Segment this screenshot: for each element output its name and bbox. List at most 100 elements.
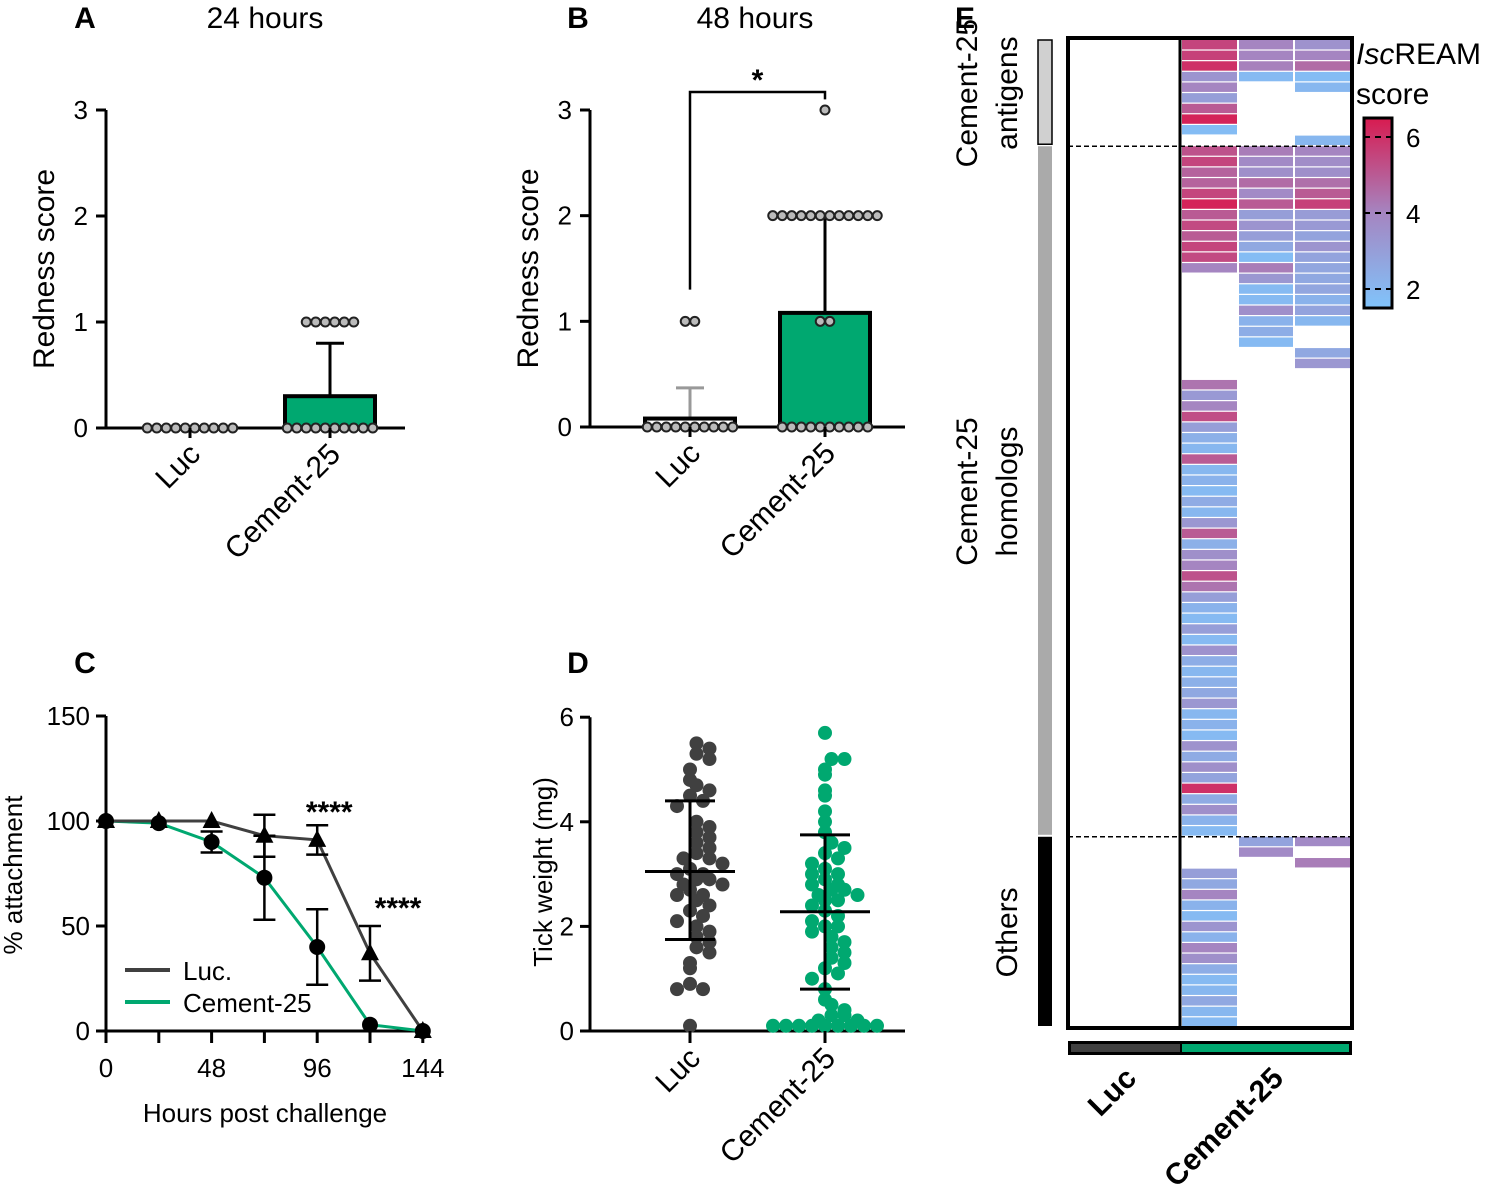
heatmap-cell	[1239, 220, 1293, 231]
data-point	[833, 210, 845, 222]
section-label: Others	[991, 887, 1024, 977]
heatmap-cell	[1182, 751, 1237, 762]
x-tick-label: Luc	[149, 438, 207, 496]
section-bar-0	[1037, 39, 1053, 145]
colorbar-title-line2: score	[1356, 78, 1429, 111]
bar-Cement-25	[778, 310, 872, 430]
data-point	[776, 421, 788, 433]
heatmap-cell	[1182, 603, 1237, 613]
data-point	[824, 210, 836, 222]
data-point	[702, 741, 717, 756]
x-tick-label: Cement-25	[714, 1042, 842, 1170]
heatmap-cell	[1182, 475, 1237, 485]
data-point	[837, 935, 852, 950]
y-tick-label: 2	[560, 911, 574, 941]
heatmap-cell	[1239, 252, 1293, 262]
data-point	[329, 422, 341, 434]
heatmap-cell	[1295, 284, 1350, 294]
heatmap-cell	[1295, 135, 1350, 146]
significance-label: ****	[375, 892, 422, 925]
data-point	[702, 752, 717, 767]
heatmap-cell	[1239, 167, 1293, 177]
data-point	[814, 315, 826, 327]
heatmap-cell	[1182, 422, 1237, 432]
data-point	[683, 772, 697, 787]
heatmap-cell	[1182, 634, 1237, 645]
section-label: Cement-25	[951, 417, 984, 565]
heatmap-cell	[1295, 40, 1350, 50]
y-tick-label: 2	[558, 201, 572, 231]
heatmap-cell	[1295, 348, 1350, 358]
data-point	[189, 422, 201, 434]
heatmap-cell	[1239, 847, 1293, 857]
data-point	[811, 888, 826, 903]
data-point	[151, 422, 163, 434]
heatmap-cell	[1182, 146, 1237, 156]
data-point	[837, 956, 852, 971]
data-point	[862, 210, 874, 222]
x-tick-label: 48	[197, 1053, 226, 1083]
data-point	[824, 421, 836, 433]
data-point	[319, 422, 331, 434]
data-point	[683, 762, 697, 777]
x-tick-label: 144	[401, 1053, 444, 1083]
data-point	[831, 919, 845, 934]
colorbar-title: IscREAM	[1356, 38, 1481, 71]
column-group-label: Cement-25	[1158, 1062, 1290, 1194]
data-point-circle	[362, 1016, 378, 1033]
panel-letter-C: C	[74, 647, 96, 680]
heatmap-cell	[1295, 71, 1350, 82]
heatmap-cell	[1295, 836, 1350, 847]
data-point	[660, 421, 672, 433]
data-point	[367, 422, 379, 434]
data-point	[786, 210, 798, 222]
data-point	[805, 877, 819, 892]
heatmap-cell	[1182, 868, 1237, 879]
data-point	[702, 898, 717, 913]
section-bar-2	[1038, 836, 1052, 1026]
heatmap-cell	[1182, 592, 1237, 602]
heatmap-cell	[1182, 231, 1237, 241]
y-axis-label: Redness score	[28, 169, 61, 369]
heatmap-cell	[1182, 263, 1237, 273]
data-point	[338, 422, 350, 434]
data-point	[702, 820, 717, 835]
colorbar-tick-label: 2	[1406, 275, 1420, 305]
y-tick-label: 0	[74, 413, 88, 443]
data-point	[727, 421, 739, 433]
heatmap-cell	[1182, 773, 1237, 783]
data-point-circle	[150, 815, 167, 832]
heatmap-cell	[1295, 178, 1350, 188]
data-point	[831, 893, 845, 908]
data-point	[217, 422, 229, 434]
colorbar-title-italic: Isc	[1356, 38, 1394, 71]
data-point	[776, 210, 788, 222]
significance-label: ****	[306, 796, 353, 829]
data-point	[819, 104, 831, 116]
column-group-label: Luc	[1082, 1062, 1143, 1123]
data-point	[843, 421, 855, 433]
data-point	[670, 914, 684, 929]
data-point	[824, 835, 839, 850]
heatmap-cell	[1182, 401, 1237, 411]
colorbar-title-rest: REAM	[1394, 38, 1481, 71]
data-point	[805, 898, 819, 913]
panel-title: 48 hours	[697, 2, 814, 35]
heatmap-cell	[1182, 677, 1237, 687]
data-point	[805, 867, 819, 882]
data-point	[689, 825, 704, 840]
heatmap-frame	[1066, 36, 1354, 1030]
heatmap-cell	[1295, 263, 1350, 273]
data-point	[831, 877, 845, 892]
section-label: homologs	[991, 426, 1024, 556]
data-point	[715, 856, 730, 871]
heatmap-cell	[1239, 294, 1293, 305]
data-point	[824, 929, 839, 944]
y-tick-label: 100	[47, 806, 90, 836]
data-point	[831, 851, 845, 866]
heatmap-cell	[1182, 454, 1237, 464]
data-point-circle	[309, 939, 326, 955]
heatmap-cell	[1182, 103, 1237, 114]
data-point	[837, 1003, 852, 1018]
heatmap-cell	[1182, 390, 1237, 401]
